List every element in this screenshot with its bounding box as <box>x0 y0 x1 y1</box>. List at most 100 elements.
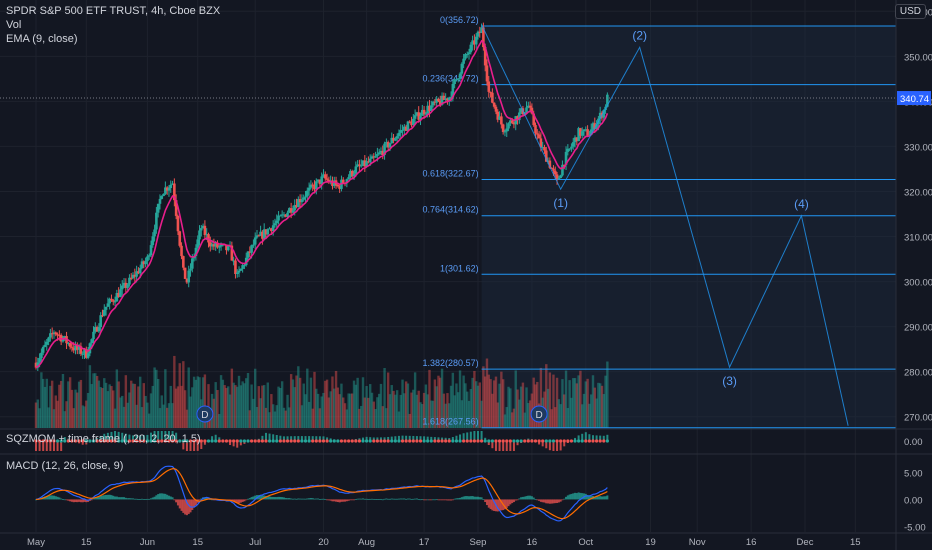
sqzmom-bar <box>591 435 594 441</box>
volume-bar <box>306 368 309 428</box>
symbol-title[interactable]: SPDR S&P 500 ETF TRUST, 4h, Cboe BZX <box>6 5 221 17</box>
volume-bar <box>324 380 327 428</box>
candle <box>413 115 417 119</box>
time-tick-label: 15 <box>850 537 861 548</box>
candle <box>200 228 203 231</box>
candle <box>289 208 293 213</box>
volume-bar <box>351 393 354 428</box>
macd-histogram-bar <box>595 496 598 500</box>
macd-histogram-bar <box>126 498 129 500</box>
candle <box>34 362 38 368</box>
macd-histogram-bar <box>367 499 370 500</box>
chart-legend[interactable]: SPDR S&P 500 ETF TRUST, 4h, Cboe BZX Vol… <box>6 4 220 46</box>
candle <box>307 187 311 191</box>
volume-bar <box>228 394 232 428</box>
macd-histogram-bar <box>477 496 479 500</box>
macd-histogram-bar <box>151 497 154 500</box>
macd-histogram-bar <box>412 498 415 500</box>
candle <box>543 147 546 151</box>
sqzmom-bar <box>426 436 429 441</box>
macd-histogram-bar <box>554 499 557 504</box>
macd-histogram-bar <box>602 496 605 500</box>
candle <box>50 333 54 335</box>
volume-bar <box>68 377 72 428</box>
volume-bar <box>342 397 345 428</box>
macd-histogram-bar <box>297 498 300 500</box>
candle <box>203 225 207 236</box>
macd-histogram-bar <box>347 499 350 501</box>
candle <box>546 160 550 162</box>
volume-bar <box>300 405 304 428</box>
volume-bar <box>528 400 532 428</box>
volume-bar <box>113 408 117 428</box>
candle <box>221 244 225 246</box>
time-tick-label: 17 <box>419 537 430 548</box>
squeeze-dot <box>497 439 502 443</box>
volume-bar <box>187 367 190 428</box>
volume-bar <box>245 378 248 428</box>
sqzmom-bar <box>437 437 440 441</box>
macd-histogram-bar <box>399 498 402 500</box>
candle <box>252 244 255 246</box>
squeeze-dot <box>124 439 128 443</box>
ema-legend[interactable]: EMA (9, close) <box>6 33 78 45</box>
volume-bar <box>367 397 370 428</box>
sqzmom-bar <box>114 431 117 441</box>
sqzmom-bar <box>182 441 185 450</box>
candle <box>415 112 419 116</box>
sqzmom-bar <box>56 441 59 451</box>
volume-bar <box>564 370 568 428</box>
candle <box>178 231 182 246</box>
candle <box>553 170 557 175</box>
macd-histogram-bar <box>306 498 309 500</box>
volume-bar <box>514 370 517 428</box>
squeeze-dot <box>99 439 103 443</box>
sqzmom-bar <box>581 433 584 441</box>
macd-histogram-bar <box>604 496 607 500</box>
volume-bar <box>572 378 575 428</box>
volume-bar <box>507 386 510 428</box>
wave-label: (4) <box>794 197 809 211</box>
volume-bar <box>119 397 122 428</box>
squeeze-dot <box>160 439 164 443</box>
sqzmom-bar <box>275 435 278 441</box>
macd-histogram-bar <box>51 495 54 500</box>
candle <box>297 199 300 208</box>
ema-line <box>35 39 609 369</box>
macd-histogram-bar <box>482 499 485 501</box>
sqzmom-legend[interactable]: SQZMOM + time frame (, 20, 2, 20, 1.5) <box>6 433 201 445</box>
squeeze-dot <box>584 439 588 443</box>
sqzmom-bar <box>390 436 393 441</box>
macd-legend[interactable]: MACD (12, 26, close, 9) <box>6 460 124 472</box>
squeeze-dot <box>422 439 426 443</box>
candle <box>216 242 219 248</box>
macd-histogram-bar <box>437 499 440 501</box>
candle <box>550 167 553 169</box>
macd-histogram-bar <box>108 494 111 500</box>
macd-histogram-bar <box>182 499 185 513</box>
volume-bar <box>561 379 564 428</box>
squeeze-dot <box>152 439 157 443</box>
volume-bar <box>532 377 535 428</box>
macd-histogram-bar <box>491 499 494 511</box>
candle <box>370 156 374 159</box>
time-tick-label: Jul <box>249 537 261 548</box>
volume-bar <box>81 405 84 428</box>
volume-bar <box>182 361 185 428</box>
candle <box>501 124 505 133</box>
squeeze-dot <box>382 439 387 443</box>
squeeze-dot <box>275 439 279 443</box>
candle <box>210 244 214 247</box>
candle <box>598 112 602 119</box>
volume-bar <box>90 384 93 428</box>
volume-bar <box>128 392 131 428</box>
time-axis[interactable]: May 15 Jun 15 Jul 20 Aug 17 Sep 16 Oct 19 Nov 16 Dec 15 <box>27 537 861 548</box>
macd-histogram-bar <box>579 492 582 500</box>
volume-legend[interactable]: Vol <box>6 19 22 31</box>
fib-level-label: 1.382(280.57) <box>423 358 479 368</box>
squeeze-dot <box>508 439 512 443</box>
currency-badge[interactable]: USD <box>894 4 926 19</box>
macd-histogram-bar <box>559 499 562 502</box>
squeeze-dot <box>41 439 45 443</box>
